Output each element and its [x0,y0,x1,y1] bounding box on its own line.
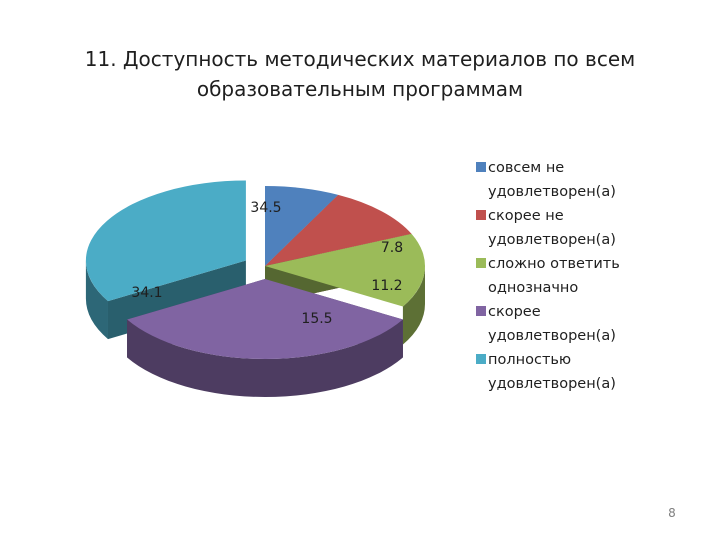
legend-swatch [476,210,486,220]
legend-item-slozhno: сложно ответить однозначно [474,252,674,300]
legend-swatch [476,354,486,364]
legend-item-skoree-ne: скорее не удовлетворен(а) [474,204,674,252]
chart-legend: совсем не удовлетворен(а) скорее не удовл… [474,156,674,396]
slice-slozhno [265,233,425,307]
legend-label: скорее не удовлетворен(а) [488,208,616,248]
data-label-sovsem-ne: 7.8 [381,240,403,256]
slice-wall-skoree [127,319,403,398]
slice-wall-slozhno [402,266,425,345]
data-label-skoree-ne: 11.2 [371,278,402,294]
slice-skoree-ne [265,194,412,266]
legend-label: скорее удовлетворен(а) [488,304,616,344]
page-number: 8 [668,506,676,520]
data-label-slozhno: 15.5 [301,311,332,327]
title-line-1: 11. Доступность методических материалов … [84,47,636,71]
slice-skoree [127,279,403,360]
legend-swatch [476,258,486,268]
data-label-skoree: 34.1 [131,285,162,301]
title-line-2: образовательным программам [196,77,524,101]
legend-item-sovsem-ne: совсем не удовлетворен(а) [474,156,674,204]
legend-swatch [476,306,486,316]
legend-label: совсем не удовлетворен(а) [488,160,616,200]
slice-polnostyu [85,180,246,302]
legend-item-polnostyu: полностью удовлетворен(а) [474,348,674,396]
legend-label: сложно ответить однозначно [488,256,620,296]
legend-swatch [476,162,486,172]
slice-wall-polnostyu [85,260,108,340]
slice-sovsem-ne [265,186,339,266]
legend-label: полностью удовлетворен(а) [488,352,616,392]
data-label-polnostyu: 34.5 [250,200,281,216]
slide-title: 11. Доступность методических материалов … [60,44,660,104]
legend-item-skoree: скорее удовлетворен(а) [474,300,674,348]
